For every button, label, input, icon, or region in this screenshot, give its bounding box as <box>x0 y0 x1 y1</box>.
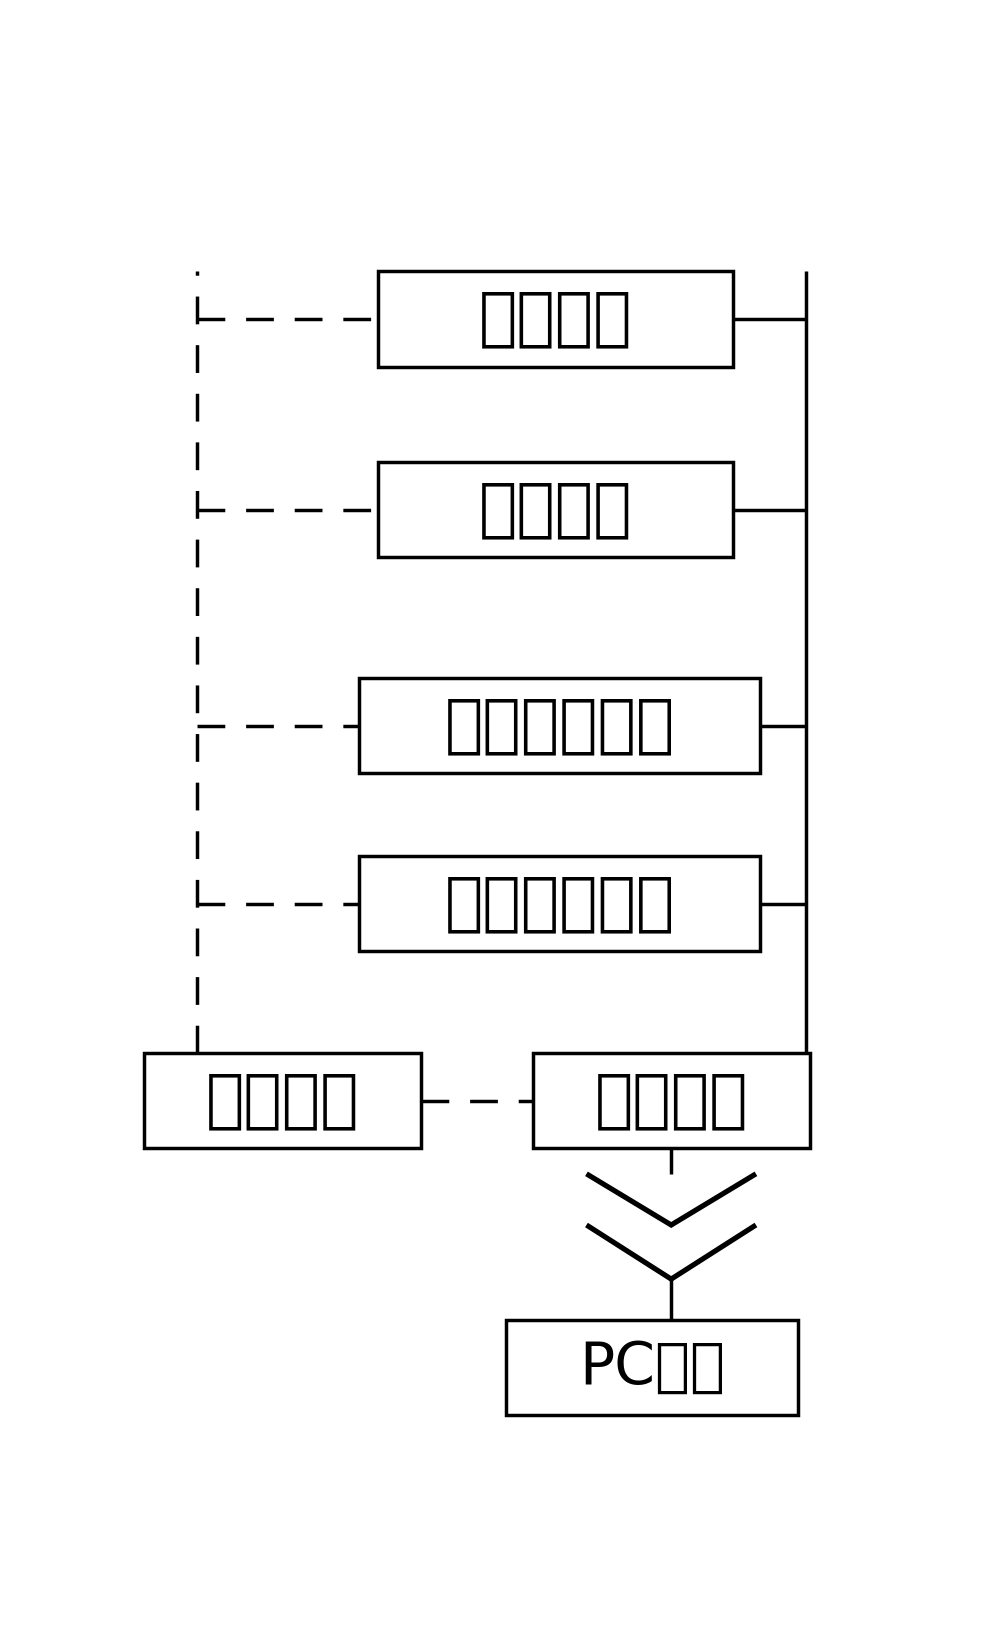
Bar <box>359 855 759 951</box>
Bar <box>143 1053 420 1149</box>
Text: 二次仪表: 二次仪表 <box>594 1070 747 1131</box>
Text: 定位模块: 定位模块 <box>479 287 632 350</box>
Text: PC终端: PC终端 <box>579 1339 725 1397</box>
Text: 视频模块: 视频模块 <box>479 479 632 540</box>
Text: 电源模块: 电源模块 <box>206 1070 359 1131</box>
Bar <box>359 679 759 773</box>
Bar <box>379 462 733 558</box>
Text: 第一探测模块: 第一探测模块 <box>444 873 675 934</box>
Bar <box>533 1053 810 1149</box>
Bar <box>379 271 733 367</box>
Text: 第二探测模块: 第二探测模块 <box>444 695 675 756</box>
Bar <box>506 1321 798 1415</box>
